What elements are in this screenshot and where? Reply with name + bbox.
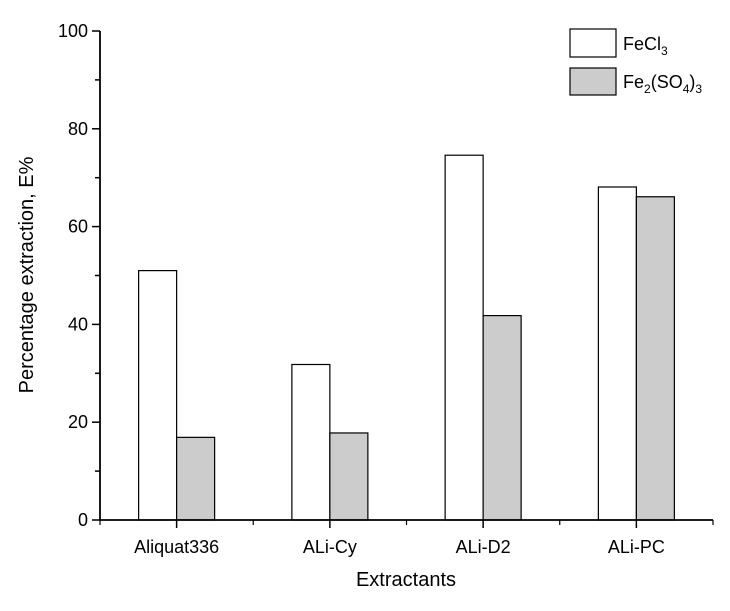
bar-fe2so43-aliquat336 [176, 436, 216, 521]
y-tick-label: 20 [68, 412, 88, 432]
bar-fecl3-ali-cy [291, 363, 331, 521]
bar-fe2so43-ali-pc [635, 196, 675, 521]
y-tick-label: 0 [78, 510, 88, 530]
x-axis-label: Extractants [356, 569, 456, 591]
y-axis-label: Percentage extraction, E% [16, 156, 38, 393]
y-tick-label: 40 [68, 314, 88, 334]
x-tick-label: ALi-PC [608, 537, 665, 557]
legend-label-fe2so43: Fe2(SO4)3 [623, 72, 702, 96]
y-tick-label: 100 [58, 21, 88, 41]
legend: FeCl3 Fe2(SO4)3 [569, 28, 702, 96]
legend-swatch-fecl3 [569, 28, 617, 58]
bars [138, 154, 675, 521]
bar-fe2so43-ali-cy [329, 432, 369, 521]
legend-label-fecl3: FeCl3 [623, 34, 668, 58]
bar-fe2so43-ali-d2 [482, 314, 522, 521]
y-tick-label: 60 [68, 217, 88, 237]
bar-fecl3-aliquat336 [138, 270, 178, 521]
x-tick-label: ALi-D2 [456, 537, 511, 557]
bar-fecl3-ali-pc [597, 186, 637, 521]
y-tick-label: 80 [68, 119, 88, 139]
legend-swatch-fe2so43 [569, 67, 617, 96]
axes: Aliquat336 ALi-Cy ALi-D2 ALi-PC 0 20 40 60 80 100 [58, 21, 714, 557]
x-tick-label: ALi-Cy [303, 537, 357, 557]
x-tick-label: Aliquat336 [134, 537, 219, 557]
bar-fecl3-ali-d2 [444, 154, 484, 521]
